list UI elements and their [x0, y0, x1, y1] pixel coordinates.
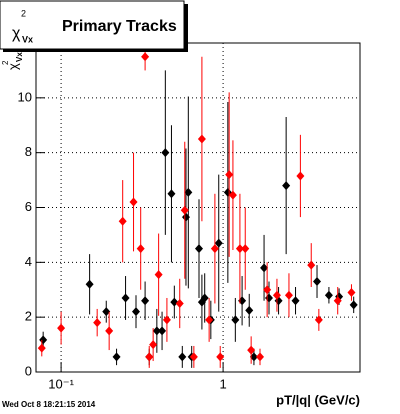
point [260, 263, 269, 273]
point [333, 296, 342, 306]
point [256, 352, 265, 362]
point [39, 335, 48, 345]
point [184, 187, 193, 197]
point [180, 205, 189, 215]
point [210, 244, 219, 254]
y-axis-symbol: χ [5, 63, 20, 70]
point [158, 326, 167, 336]
point [145, 352, 154, 362]
point [85, 279, 94, 289]
x-tick-label: 10⁻¹ [48, 376, 74, 391]
point [197, 134, 206, 144]
point [154, 270, 163, 280]
point [175, 298, 184, 308]
point [228, 190, 237, 200]
point [200, 293, 209, 303]
y-axis-symbol-sub: Vx [15, 52, 24, 62]
point [284, 290, 293, 300]
point [249, 352, 258, 362]
point [263, 285, 272, 295]
chart-title: Primary Tracks [62, 18, 177, 35]
point [136, 244, 145, 254]
y-tick-label: 8 [25, 144, 32, 159]
point [132, 307, 141, 317]
title-box [0, 0, 185, 50]
point [129, 197, 138, 207]
point [347, 287, 356, 297]
point [225, 170, 234, 180]
point [314, 315, 323, 325]
title-symbol-sub: Vx [22, 34, 33, 44]
footer: Wed Oct 8 18:21:15 2014 [2, 400, 96, 409]
title-symbol-sup: 2 [21, 8, 26, 18]
point [105, 326, 114, 336]
point [178, 352, 187, 362]
point [307, 260, 316, 270]
point [313, 277, 322, 287]
point [118, 216, 127, 226]
point [296, 171, 305, 181]
point [149, 340, 158, 350]
point [37, 343, 46, 353]
point [141, 52, 150, 62]
point [214, 238, 223, 248]
title-symbol: χ [12, 25, 21, 42]
point [189, 352, 198, 362]
point [102, 307, 111, 317]
point [121, 293, 130, 303]
point [247, 345, 256, 355]
point [282, 181, 291, 191]
point [231, 315, 240, 325]
point [167, 189, 176, 199]
point [349, 300, 358, 310]
point [235, 244, 244, 254]
point [324, 290, 333, 300]
x-tick-label: 1 [219, 376, 226, 391]
y-axis-symbol-sup: 2 [1, 60, 10, 65]
point [194, 244, 203, 254]
point [161, 148, 170, 158]
point [216, 352, 225, 362]
y-tick-label: 2 [25, 309, 32, 324]
point [112, 352, 121, 362]
point [245, 305, 254, 315]
point [170, 297, 179, 307]
x-axis-title: pT/|q| (GeV/c) [276, 392, 360, 407]
point [93, 318, 102, 328]
point [272, 290, 281, 300]
y-tick-label: 6 [25, 199, 32, 214]
point [205, 315, 214, 325]
y-tick-label: 4 [25, 254, 32, 269]
point [57, 323, 66, 333]
plot-area: 0 2 4 6 8 10 10⁻¹ 1 [18, 42, 361, 391]
point [152, 326, 161, 336]
point [241, 244, 250, 254]
point [141, 296, 150, 306]
y-tick-label: 0 [25, 363, 32, 378]
point [162, 315, 171, 325]
y-tick-label: 10 [18, 89, 32, 104]
point [291, 296, 300, 306]
y-axis-title: χ 2 Vx [1, 52, 24, 70]
